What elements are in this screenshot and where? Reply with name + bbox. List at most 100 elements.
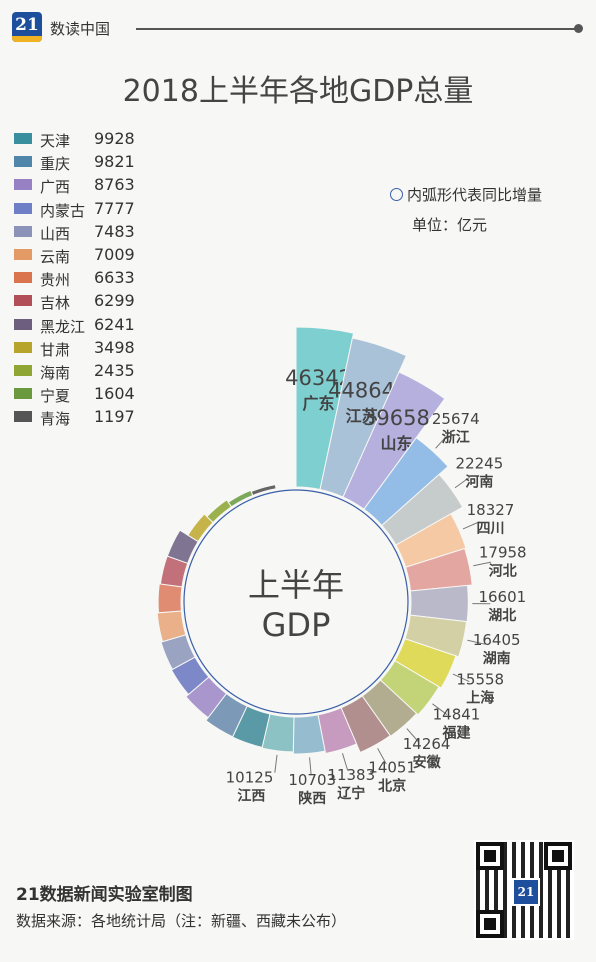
rose-sector xyxy=(379,660,440,716)
data-label-value: 16405 xyxy=(473,631,521,649)
rose-sector xyxy=(319,337,408,498)
legend-item: 宁夏 1604 xyxy=(14,383,184,405)
legend-value: 9821 xyxy=(94,152,135,172)
legend-name: 重庆 xyxy=(40,155,71,174)
legend-item: 黑龙江 6241 xyxy=(14,314,184,336)
legend-item: 云南 7009 xyxy=(14,244,184,266)
legend-name: 宁夏 xyxy=(40,387,71,406)
leader-line xyxy=(377,748,387,765)
qr-finder xyxy=(476,910,504,938)
legend-name: 云南 xyxy=(40,248,71,266)
legend-name: 天津 xyxy=(40,132,71,150)
leader-line xyxy=(406,728,420,743)
footer-source: 数据来源：各地统计局（注：新疆、西藏未公布） xyxy=(16,912,347,930)
arc-note: 内弧形代表同比增量 xyxy=(390,184,542,205)
legend-name: 甘肃 xyxy=(40,340,71,359)
legend-value: 3498 xyxy=(94,337,135,357)
qr-logo: 21 xyxy=(512,878,540,906)
data-label-name: 河南 xyxy=(465,473,493,490)
leader-line xyxy=(309,757,312,776)
data-label-value: 14264 xyxy=(403,735,451,753)
rose-sector xyxy=(409,584,469,623)
legend-name: 黑龙江 xyxy=(40,317,86,336)
data-label-value: 11383 xyxy=(327,766,375,784)
footer-brand: 21数据新闻实验室制图 xyxy=(16,885,193,905)
qr-finder xyxy=(544,842,572,870)
rose-sector xyxy=(395,513,467,568)
data-label-value: 18327 xyxy=(467,501,515,519)
legend-swatch xyxy=(14,156,32,168)
data-label-name: 福建 xyxy=(441,725,470,742)
data-label-name: 广东 xyxy=(303,394,335,413)
rose-sector xyxy=(227,489,254,508)
rose-sector xyxy=(185,676,228,719)
data-label-value: 44864 xyxy=(328,378,395,402)
logo-strip xyxy=(12,36,42,42)
rose-sector xyxy=(404,614,468,658)
data-label-value: 15558 xyxy=(456,671,504,689)
legend-item: 内蒙古 7777 xyxy=(14,198,184,220)
data-label-name: 河北 xyxy=(489,563,517,580)
legend-item: 重庆 9821 xyxy=(14,151,184,173)
legend-value: 8763 xyxy=(94,175,135,195)
rose-sector xyxy=(381,473,464,546)
rose-sector xyxy=(250,484,277,497)
leader-line xyxy=(452,673,470,683)
legend-swatch xyxy=(14,388,32,400)
qr-finder xyxy=(476,842,504,870)
data-label-value: 25674 xyxy=(432,410,480,428)
legend-swatch xyxy=(14,341,32,353)
legend-swatch xyxy=(14,133,32,144)
legend-swatch xyxy=(14,295,32,307)
rose-sector xyxy=(404,547,473,592)
legend-item: 吉林 6299 xyxy=(14,290,184,312)
rose-sector xyxy=(187,513,214,543)
leader-line xyxy=(274,754,278,773)
legend-swatch xyxy=(14,179,32,191)
legend-item: 青海 1197 xyxy=(14,406,184,428)
legend-name: 内蒙古 xyxy=(40,201,86,220)
legend-swatch xyxy=(14,225,32,237)
data-label-value: 46342 xyxy=(285,366,352,390)
data-label-value: 10125 xyxy=(226,769,274,787)
chart-title: 2018上半年各地GDP总量 xyxy=(122,74,474,109)
rose-sector xyxy=(317,707,358,755)
legend-name: 贵州 xyxy=(40,271,71,290)
legend-value: 2435 xyxy=(94,361,135,380)
rose-sector xyxy=(295,326,355,491)
rose-sector xyxy=(292,714,326,755)
rose-sector xyxy=(261,713,295,753)
data-label-name: 北京 xyxy=(378,778,406,795)
legend-name: 广西 xyxy=(40,178,71,197)
legend-value: 9928 xyxy=(94,129,135,148)
legend-name: 海南 xyxy=(40,364,71,382)
data-label-name: 湖北 xyxy=(488,608,516,624)
leader-line xyxy=(473,561,492,567)
data-label-value: 10703 xyxy=(288,771,336,789)
legend-swatch xyxy=(14,411,32,423)
legend-name: 吉林 xyxy=(40,294,71,313)
legend-swatch xyxy=(14,272,32,284)
legend-value: 1604 xyxy=(94,384,135,404)
legend-item: 甘肃 3498 xyxy=(14,337,184,359)
arc-note-text: 内弧形代表同比增量 xyxy=(407,186,543,204)
legend-value: 7483 xyxy=(94,221,135,241)
data-label-value: 17958 xyxy=(479,544,527,562)
rose-sector xyxy=(394,638,457,689)
legend-swatch xyxy=(14,249,32,260)
legend-name: 山西 xyxy=(40,224,71,243)
legend-value: 7777 xyxy=(94,198,135,218)
data-label-name: 湖南 xyxy=(483,650,511,667)
legend-item: 贵州 6633 xyxy=(14,267,184,289)
rose-sector xyxy=(342,371,446,510)
rose-sector xyxy=(170,656,210,696)
center-label-line1: 上半年 xyxy=(248,566,344,604)
leader-line xyxy=(462,521,480,530)
data-label-value: 14841 xyxy=(433,706,481,724)
data-label-name: 浙江 xyxy=(442,429,470,446)
unit-label: 单位：亿元 xyxy=(412,216,488,234)
data-label-name: 陕西 xyxy=(298,790,326,807)
qr-code: 21 xyxy=(474,840,574,940)
legend-item: 广西 8763 xyxy=(14,174,184,196)
leader-line xyxy=(432,703,448,715)
